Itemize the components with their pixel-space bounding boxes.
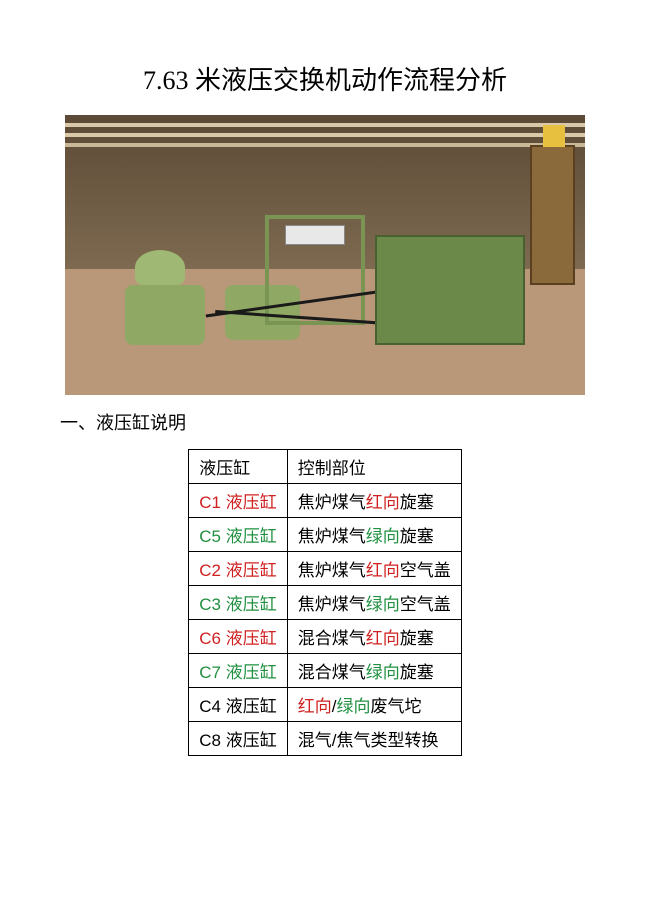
page-title: 7.63 米液压交换机动作流程分析 [60,60,590,97]
table-header-row: 液压缸 控制部位 [189,450,461,484]
table-row: C2 液压缸焦炉煤气红向空气盖 [189,552,461,586]
cell-control: 焦炉煤气红向旋塞 [287,484,461,518]
table-row: C5 液压缸焦炉煤气绿向旋塞 [189,518,461,552]
cell-control: 混气/焦气类型转换 [287,722,461,756]
table-row: C7 液压缸混合煤气绿向旋塞 [189,654,461,688]
section-heading: 一、液压缸说明 [60,409,590,435]
table-row: C4 液压缸红向/绿向废气坨 [189,688,461,722]
cell-cylinder: C6 液压缸 [189,620,287,654]
cell-cylinder: C1 液压缸 [189,484,287,518]
cell-cylinder: C2 液压缸 [189,552,287,586]
cell-cylinder: C7 液压缸 [189,654,287,688]
table-row: C6 液压缸混合煤气红向旋塞 [189,620,461,654]
cell-control: 焦炉煤气绿向旋塞 [287,518,461,552]
col-header-control: 控制部位 [287,450,461,484]
cell-cylinder: C8 液压缸 [189,722,287,756]
table-row: C1 液压缸焦炉煤气红向旋塞 [189,484,461,518]
cell-cylinder: C3 液压缸 [189,586,287,620]
cell-cylinder: C5 液压缸 [189,518,287,552]
cell-control: 混合煤气红向旋塞 [287,620,461,654]
cell-cylinder: C4 液压缸 [189,688,287,722]
cell-control: 混合煤气绿向旋塞 [287,654,461,688]
col-header-cylinder: 液压缸 [189,450,287,484]
cell-control: 焦炉煤气绿向空气盖 [287,586,461,620]
cell-control: 焦炉煤气红向空气盖 [287,552,461,586]
cylinder-table: 液压缸 控制部位 C1 液压缸焦炉煤气红向旋塞C5 液压缸焦炉煤气绿向旋塞C2 … [188,449,461,756]
equipment-photo [65,115,585,395]
table-row: C3 液压缸焦炉煤气绿向空气盖 [189,586,461,620]
table-row: C8 液压缸混气/焦气类型转换 [189,722,461,756]
cell-control: 红向/绿向废气坨 [287,688,461,722]
